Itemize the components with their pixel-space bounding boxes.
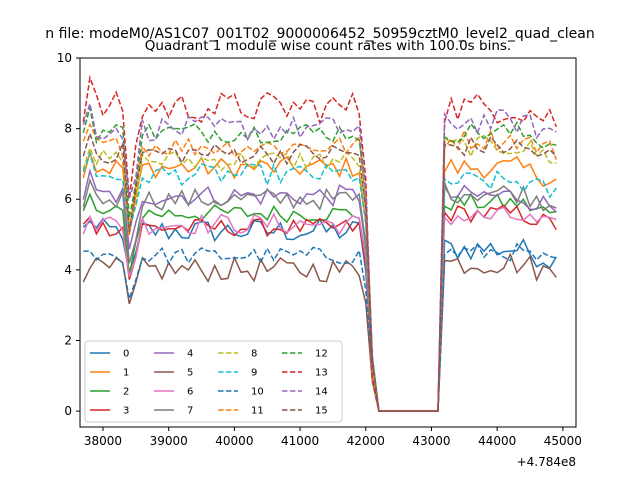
legend-label: 11 — [251, 406, 264, 417]
legend-item-4: 4 — [154, 349, 193, 360]
x-axis: 38000 39000 40000 41000 42000 43000 44000 45000 — [84, 427, 582, 448]
legend-label: 10 — [251, 387, 264, 398]
legend-label: 3 — [123, 406, 129, 417]
figure-suptitle: n file: modeM0/AS1C07_001T02_9000006452_… — [45, 26, 594, 42]
legend-label: 15 — [315, 406, 328, 417]
series-line-10 — [83, 242, 557, 412]
x-tick-label: 42000 — [347, 434, 385, 448]
legend-label: 14 — [315, 387, 328, 398]
legend-label: 13 — [315, 368, 328, 379]
y-tick-label: 8 — [64, 122, 72, 136]
legend-label: 0 — [123, 349, 129, 360]
legend-item-11: 11 — [218, 406, 264, 417]
y-tick-label: 0 — [64, 404, 72, 418]
legend-label: 8 — [251, 349, 257, 360]
series-line-5 — [82, 252, 557, 412]
legend-item-0: 0 — [90, 349, 129, 360]
series-line-8 — [82, 134, 557, 412]
series-line-2 — [82, 192, 557, 412]
legend-item-15: 15 — [282, 406, 328, 417]
legend-item-10: 10 — [218, 387, 264, 398]
series-line-1 — [82, 149, 557, 412]
axes-frame — [79, 57, 577, 428]
legend-item-8: 8 — [218, 349, 257, 360]
legend-label: 6 — [187, 387, 193, 398]
x-tick-label: 41000 — [281, 434, 319, 448]
x-tick-label: 44000 — [478, 434, 516, 448]
legend-item-14: 14 — [282, 387, 328, 398]
series-line-4 — [82, 168, 557, 412]
legend-label: 2 — [123, 387, 129, 398]
y-tick-label: 4 — [64, 263, 72, 277]
legend-item-13: 13 — [282, 368, 328, 379]
legend-item-3: 3 — [90, 406, 129, 417]
legend-item-7: 7 — [154, 406, 193, 417]
legend-label: 4 — [187, 349, 193, 360]
series-line-14 — [82, 103, 557, 412]
x-tick-label: 40000 — [215, 434, 253, 448]
x-tick-label: 39000 — [150, 434, 188, 448]
legend-label: 1 — [123, 368, 129, 379]
x-tick-label: 38000 — [84, 434, 122, 448]
legend-label: 7 — [187, 406, 193, 417]
legend-item-6: 6 — [154, 387, 193, 398]
legend-item-5: 5 — [154, 368, 193, 379]
y-tick-label: 6 — [64, 192, 72, 206]
legend-item-9: 9 — [218, 368, 257, 379]
series-line-7 — [82, 178, 557, 412]
x-tick-label: 45000 — [544, 434, 582, 448]
series-line-9 — [82, 151, 557, 412]
series-lines — [82, 74, 558, 412]
legend-item-12: 12 — [282, 349, 328, 360]
y-axis: 0 2 4 6 8 10 — [57, 51, 80, 418]
chart-title: Quadrant 1 module wise count rates with … — [145, 38, 511, 54]
legend-label: 9 — [251, 368, 257, 379]
series-line-6 — [82, 206, 557, 412]
legend-item-1: 1 — [90, 368, 129, 379]
legend-item-2: 2 — [90, 387, 129, 398]
legend-label: 12 — [315, 349, 328, 360]
legend-label: 5 — [187, 368, 193, 379]
series-line-15 — [82, 131, 557, 412]
x-tick-label: 43000 — [412, 434, 450, 448]
y-tick-label: 10 — [57, 51, 72, 65]
series-line-11 — [82, 122, 558, 412]
x-offset-label: +4.784e8 — [517, 455, 576, 469]
legend-box — [84, 340, 343, 423]
y-tick-label: 2 — [64, 333, 72, 347]
